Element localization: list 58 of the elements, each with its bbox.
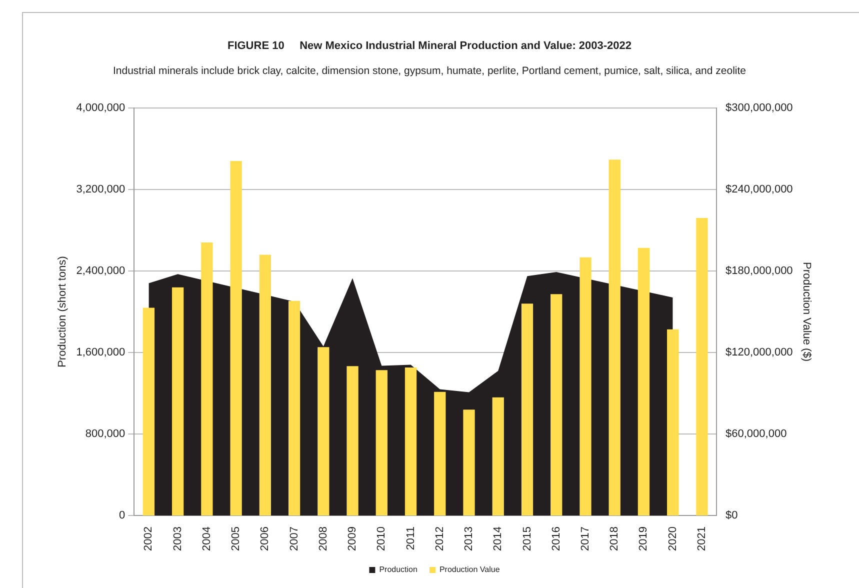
bar (201, 242, 213, 516)
y-axis-title: Production (short tons) (56, 256, 69, 368)
x-tick-label: 2019 (638, 526, 650, 552)
x-tick-label: 2006 (259, 526, 272, 552)
y2-tick-label: $120,000,000 (726, 346, 793, 359)
x-tick-label: 2021 (696, 526, 708, 552)
bar (172, 287, 184, 516)
bar (142, 308, 155, 516)
y2-tick-label: $60,000,000 (726, 428, 787, 440)
x-tick-label: 2016 (550, 526, 562, 552)
x-tick-label: 2005 (230, 526, 242, 552)
x-tick-label: 2004 (200, 526, 213, 552)
x-tick-label: 2020 (666, 526, 679, 552)
x-tick-label: 2003 (172, 526, 184, 552)
bar (259, 254, 271, 516)
bar (434, 392, 446, 516)
x-tick-label: 2015 (521, 526, 534, 552)
bar (550, 294, 562, 516)
bar (404, 367, 417, 516)
bar (608, 160, 620, 516)
y-tick-label: 0 (119, 510, 126, 522)
y2-tick-label: $300,000,000 (726, 102, 793, 114)
x-tick-label: 2014 (492, 526, 504, 552)
x-tick-label: 2017 (580, 526, 592, 552)
bar (638, 248, 650, 516)
legend-label: Production Value (439, 565, 500, 574)
y2-tick-label: $240,000,000 (726, 184, 793, 196)
y-tick-label: 1,600,000 (76, 346, 126, 359)
bar (346, 366, 358, 516)
x-tick-label: 2008 (317, 526, 330, 552)
bar (696, 218, 708, 516)
x-tick-label: 2009 (346, 526, 359, 552)
bar (521, 304, 534, 516)
bar (318, 347, 330, 516)
bar (492, 397, 504, 516)
y2-tick-label: $180,000,000 (726, 265, 793, 278)
x-tick-label: 2013 (463, 526, 476, 552)
x-tick-label: 2007 (288, 526, 300, 552)
y-tick-label: 3,200,000 (76, 184, 126, 196)
bar (376, 370, 388, 516)
x-tick-label: 2012 (434, 526, 446, 552)
y-tick-label: 800,000 (85, 428, 126, 440)
legend-label: Production (379, 565, 418, 574)
x-tick-label: 2010 (376, 526, 388, 552)
bar (288, 300, 300, 516)
bar (580, 257, 592, 516)
x-tick-label: 2002 (142, 526, 155, 552)
y2-tick-label: $0 (726, 510, 738, 522)
bar (667, 329, 679, 516)
y-tick-label: 2,400,000 (76, 265, 126, 278)
x-tick-label: 2011 (404, 526, 417, 550)
chart-title: FIGURE 10 New Mexico Industrial Mineral Production and Value: 2003-2022 (226, 40, 633, 52)
chart-subtitle: Industrial minerals include brick clay, calcite, dimension stone, gypsum, humate, perlite, Portland cement, pumice, salt, silica, and zeolite (112, 65, 747, 77)
y-tick-label: 4,000,000 (76, 102, 126, 114)
y2-axis-title: Production Value ($) (800, 262, 812, 362)
bar (463, 410, 475, 516)
bar (230, 160, 242, 516)
x-tick-label: 2018 (608, 526, 621, 552)
